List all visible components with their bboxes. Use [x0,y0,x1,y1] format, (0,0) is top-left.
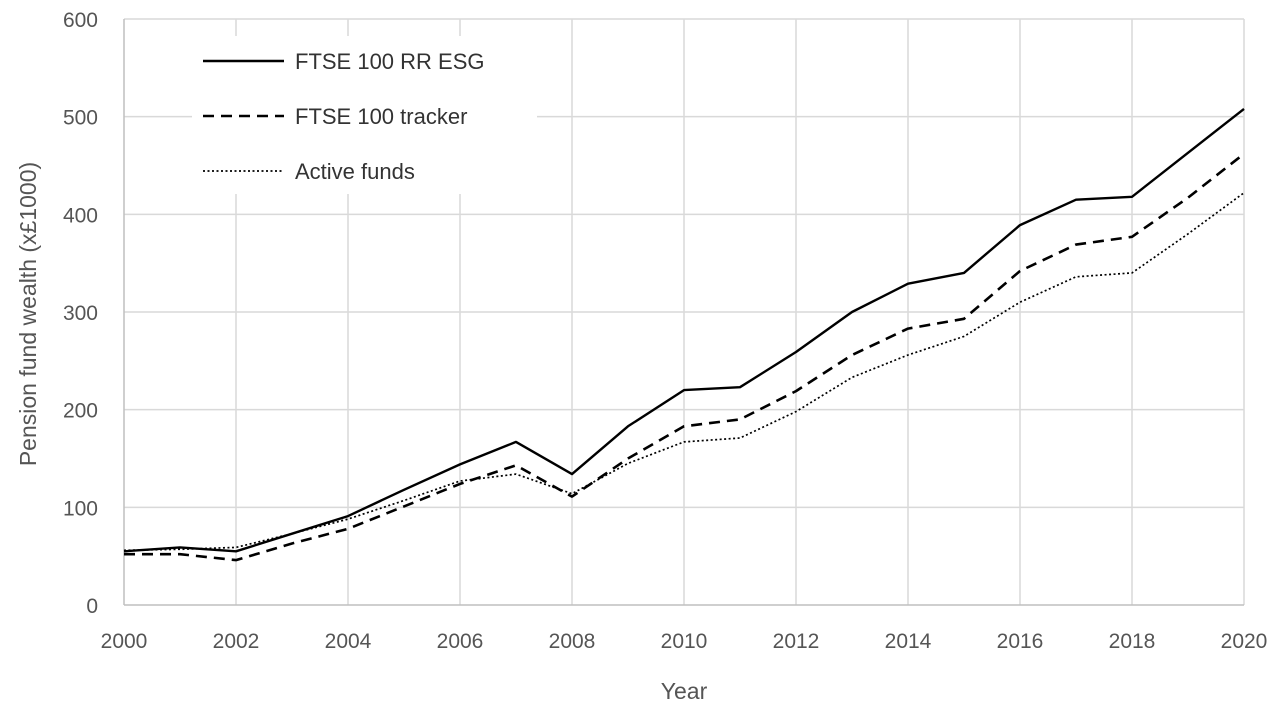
y-tick-label: 600 [63,9,98,32]
x-tick-label: 2000 [101,630,148,653]
legend-label-2: FTSE 100 tracker [295,104,467,129]
legend-label-3: Active funds [295,159,415,184]
x-tick-label: 2016 [997,630,1044,653]
y-tick-label: 200 [63,400,98,423]
x-tick-label: 2004 [325,630,372,653]
y-tick-label: 300 [63,302,98,325]
grid [124,18,1245,605]
y-tick-label: 400 [63,204,98,227]
y-tick-label: 100 [63,497,98,520]
series-line-2 [124,152,1245,562]
x-axis-title: Year [661,678,708,704]
y-axis-ticks: 0 100 200 300 400 500 600 [63,9,98,618]
x-tick-label: 2014 [885,630,932,653]
series-lines [123,107,1245,562]
x-tick-label: 2010 [661,630,708,653]
x-tick-label: 2020 [1221,630,1268,653]
y-tick-label: 0 [86,595,98,618]
x-tick-label: 2012 [773,630,820,653]
x-axis-ticks: 2000 2002 2004 2006 2008 2010 2012 2014 2016 2018… [101,630,1268,653]
x-tick-label: 2002 [213,630,260,653]
legend: FTSE 100 RR ESG FTSE 100 tracker Active fu… [203,49,485,184]
axes [123,19,1244,606]
legend-label-1: FTSE 100 RR ESG [295,49,485,74]
series-line-1 [123,107,1245,553]
x-tick-label: 2018 [1109,630,1156,653]
series-line-3 [123,192,1245,552]
y-tick-label: 500 [63,107,98,130]
x-tick-label: 2006 [437,630,484,653]
y-axis-title: Pension fund wealth (x£1000) [15,162,41,466]
x-tick-label: 2008 [549,630,596,653]
